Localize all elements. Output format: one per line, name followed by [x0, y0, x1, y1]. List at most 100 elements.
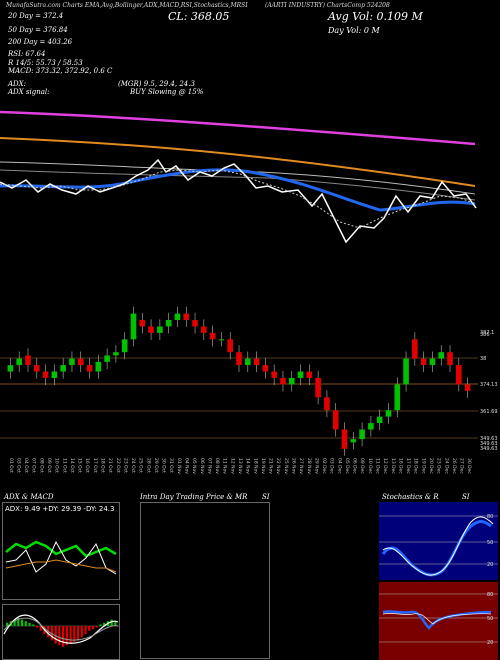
rsi-tick-20: 20	[487, 640, 493, 646]
x-tick-label: 26 Nov	[290, 458, 296, 474]
buy-signal: BUY Slowing @ 15%	[130, 88, 204, 96]
candle-body	[113, 352, 119, 356]
macd-hist-bar	[95, 626, 98, 628]
x-tick-label: 12 Nov	[229, 458, 235, 474]
x-tick-label: 11 Dec	[375, 458, 381, 474]
stoch-title: Stochastics & R	[382, 493, 439, 501]
candle-body	[332, 410, 339, 430]
x-tick-label: 15 Oct	[77, 458, 83, 473]
candle-body	[403, 358, 409, 385]
candle-body	[447, 352, 453, 366]
candle-body	[288, 377, 295, 385]
x-tick-label: 03 Oct	[15, 458, 21, 473]
adx-minus-line	[5, 540, 117, 575]
candle-chart: 387.138638374.13361.69349.63349.63349.63…	[0, 306, 498, 474]
stoch-si: SI	[462, 493, 470, 501]
rsi-panel: 80 50 20	[379, 582, 498, 660]
x-tick-label: 13 Dec	[390, 458, 396, 474]
intra-title: Intra Day Trading Price & MR	[140, 493, 248, 501]
x-tick-label: 16 Dec	[397, 458, 403, 474]
adx-readout: ADX: 9.49 +DY: 29.39 -DY: 24.3	[5, 505, 114, 513]
x-tick-label: 25 Oct	[138, 458, 144, 473]
candle-body	[60, 365, 66, 372]
candle-body	[350, 439, 357, 443]
x-tick-label: 06 Nov	[199, 458, 205, 474]
x-tick-label: 22 Oct	[115, 458, 121, 473]
price-level-label: 349.63	[480, 446, 498, 452]
x-tick-label: 17 Oct	[92, 458, 98, 473]
ema-chart	[0, 110, 477, 244]
stoch-tick-80: 80	[487, 514, 493, 520]
macd-hist-bar	[17, 618, 20, 626]
candle-body	[104, 355, 110, 362]
candle-body	[95, 361, 102, 372]
ema50-line	[0, 137, 476, 187]
candle-body	[139, 320, 146, 327]
rsi-signal-line	[382, 613, 492, 625]
candle-body	[42, 371, 49, 378]
macd-signal-line	[3, 617, 119, 641]
x-tick-label: 27 Dec	[459, 458, 465, 474]
macd-hist-bar	[73, 626, 76, 642]
x-tick-label: 14 Oct	[69, 458, 75, 473]
x-tick-label: 23 Oct	[122, 458, 128, 473]
x-tick-label: 01 Oct	[8, 458, 14, 473]
candle-body	[280, 377, 286, 385]
header-line: MunafaSutra.com Charts EMA,Avg,Bollinger…	[6, 2, 248, 9]
candle-body	[368, 423, 374, 430]
candle-body	[16, 358, 23, 366]
x-tick-label: 04 Oct	[23, 458, 29, 473]
x-tick-label: 21 Oct	[107, 458, 113, 473]
x-tick-label: 31 Oct	[168, 458, 174, 473]
macd-hist-bar	[58, 626, 61, 646]
candle-body	[174, 313, 181, 320]
price-level-label: 349.63	[480, 436, 498, 442]
x-tick-label: 29 Oct	[153, 458, 159, 473]
macd-hist-bar	[103, 622, 106, 626]
candle-body	[394, 384, 401, 411]
avg-volume: Avg Vol: 0.109 M	[328, 10, 423, 23]
signal-line	[0, 169, 477, 229]
dma50: 50 Day = 376.84	[8, 26, 68, 34]
candle-body	[33, 365, 40, 372]
x-tick-label: 09 Oct	[46, 458, 52, 473]
x-tick-label: 18 Oct	[99, 458, 105, 473]
stoch-tick-20: 20	[487, 562, 493, 568]
x-tick-label: 30 Oct	[161, 458, 167, 473]
candle-body	[341, 429, 348, 449]
x-tick-label: 18 Dec	[413, 458, 419, 474]
x-tick-label: 04 Nov	[184, 458, 190, 474]
macd-hist-bar	[24, 621, 27, 626]
rsi-value: RSI: 67.64	[8, 50, 46, 58]
x-tick-label: 22 Nov	[275, 458, 281, 474]
macd-hist-bar	[20, 619, 24, 626]
x-tick-label: 29 Nov	[313, 458, 319, 474]
x-tick-label: 04 Dec	[336, 458, 342, 474]
macd-line	[3, 614, 119, 644]
x-tick-label: 23 Dec	[436, 458, 442, 474]
candle-body	[121, 339, 128, 353]
x-tick-label: 28 Oct	[145, 458, 151, 473]
macd-hist-bar	[28, 622, 31, 626]
macd-hist-bar	[54, 626, 57, 644]
adx-title: ADX & MACD	[4, 493, 54, 501]
candle-body	[376, 416, 383, 424]
x-tick-label: 19 Dec	[420, 458, 426, 474]
x-tick-label: 30 Dec	[466, 458, 472, 474]
candle-body	[412, 339, 418, 359]
x-tick-label: 26 Dec	[451, 458, 457, 474]
symbol-label: (AARTI INDUSTRY) ChartsComp 524208	[265, 2, 390, 9]
intra-si: SI	[262, 493, 270, 501]
macd-hist-bar	[76, 626, 80, 641]
x-tick-label: 24 Oct	[130, 458, 136, 473]
price-level-label: 38	[480, 356, 486, 362]
price-level-label: 387.1	[480, 330, 494, 336]
stoch-d-line	[382, 516, 494, 576]
x-tick-label: 08 Oct	[38, 458, 44, 473]
adx-label: ADX:	[8, 80, 27, 88]
intraday-panel	[140, 502, 270, 659]
candle-body	[253, 358, 260, 366]
macd-hist-bar	[69, 626, 72, 644]
candle-body	[455, 365, 462, 385]
candle-body	[201, 326, 207, 333]
